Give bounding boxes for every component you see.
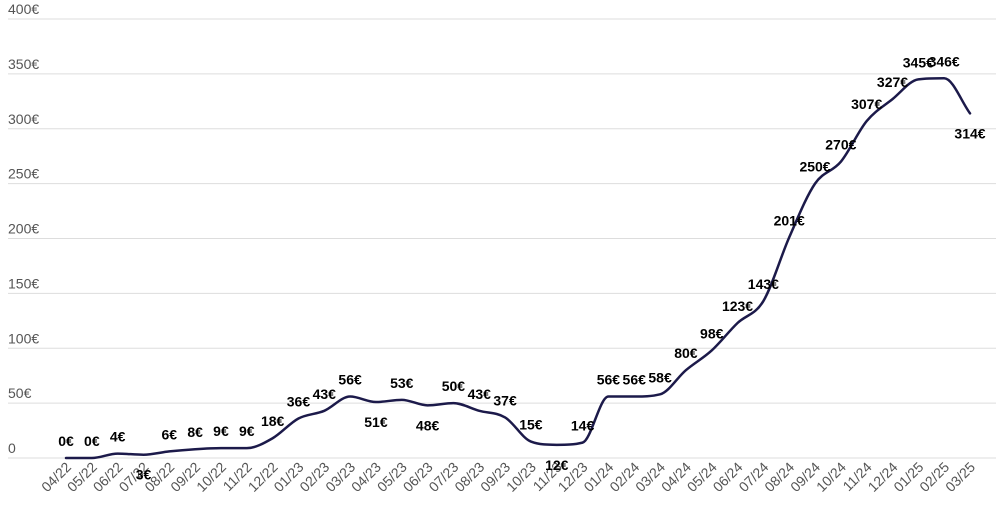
series-line	[64, 77, 972, 460]
data-label: 123€	[722, 298, 753, 314]
y-tick-label: 300€	[8, 111, 39, 127]
y-tick-label: 100€	[8, 330, 39, 346]
data-label: 36€	[287, 393, 311, 409]
data-label: 270€	[825, 137, 856, 153]
y-tick-label: 350€	[8, 56, 39, 72]
gridlines	[8, 18, 996, 459]
data-label: 56€	[338, 372, 362, 388]
data-labels: 0€ 0€ 4€3€6€ 8€ 9€ 9€18€36€ 43€56€51€53€48€50€…	[58, 53, 986, 482]
data-label: 9€	[239, 423, 255, 439]
data-label: 0€	[58, 433, 74, 449]
data-label: 56€	[597, 372, 621, 388]
data-label: 143€	[748, 276, 779, 292]
data-label: 3€	[136, 467, 152, 483]
data-label: 15€	[519, 417, 543, 433]
data-label: 18€	[261, 413, 285, 429]
data-label: 250€	[799, 159, 830, 175]
data-label: 98€	[700, 325, 724, 341]
data-label: 4€	[110, 429, 126, 445]
data-label: 51€	[364, 414, 388, 430]
y-axis-ticks: 0 50€ 100€ 150€ 200€ 250€ 300€ 350€ 400€	[8, 1, 39, 456]
data-label: 12€	[545, 457, 569, 473]
data-label: 37€	[493, 392, 517, 408]
data-label: 43€	[313, 386, 337, 402]
data-label: 307€	[851, 96, 882, 112]
x-tick-label: 10/23	[503, 459, 539, 495]
data-label: 9€	[213, 423, 229, 439]
data-label: 345€	[903, 54, 934, 70]
data-label: 201€	[774, 212, 805, 228]
data-label: 58€	[648, 369, 672, 385]
y-tick-label: 250€	[8, 166, 39, 182]
data-label: 314€	[954, 125, 985, 141]
data-label: 8€	[187, 424, 203, 440]
data-label: 48€	[416, 417, 440, 433]
x-tick-label: 10/24	[813, 459, 849, 495]
data-label: 14€	[571, 418, 595, 434]
x-tick-label: 03/25	[942, 459, 978, 495]
data-label: 50€	[442, 378, 466, 394]
data-label: 327€	[877, 74, 908, 90]
x-axis-ticks: 04/2205/2206/2207/2208/2209/2210/2211/22…	[38, 459, 978, 495]
data-label: 80€	[674, 345, 698, 361]
data-label: 43€	[468, 386, 492, 402]
y-tick-label: 50€	[8, 385, 32, 401]
y-tick-label: 200€	[8, 221, 39, 237]
y-tick-label: 0	[8, 440, 16, 456]
y-tick-label: 150€	[8, 275, 39, 291]
y-tick-label: 400€	[8, 1, 39, 17]
data-label: 0€	[84, 433, 100, 449]
data-label: 346€	[929, 53, 960, 69]
x-tick-label: 10/22	[193, 459, 229, 495]
data-label: 53€	[390, 375, 414, 391]
data-label: 56€	[623, 372, 647, 388]
data-label: 6€	[162, 426, 178, 442]
